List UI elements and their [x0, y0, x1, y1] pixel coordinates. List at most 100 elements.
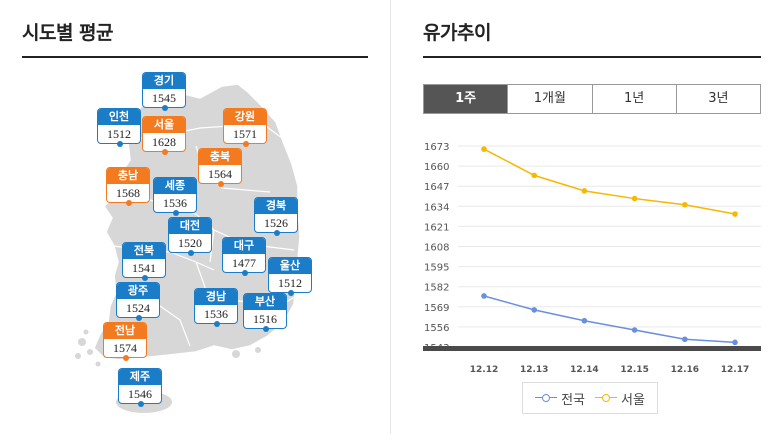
region-dot [162, 149, 168, 155]
region-value: 1628 [152, 135, 176, 149]
region-badge-daejeon[interactable]: 대전 1520 [168, 217, 212, 256]
x-tick-label: 12.17 [721, 365, 749, 375]
y-tick-label: 1634 [424, 202, 449, 213]
southwest-islands [75, 329, 101, 367]
region-badge-daegu[interactable]: 대구 1477 [222, 237, 266, 276]
region-name: 세종 [154, 178, 196, 194]
region-name: 울산 [269, 258, 311, 274]
region-value: 1536 [163, 196, 187, 210]
region-value: 1477 [232, 256, 256, 270]
region-value: 1526 [264, 216, 288, 230]
data-point-seoul [481, 146, 487, 152]
region-badge-sejong[interactable]: 세종 1536 [153, 177, 197, 216]
data-point-seoul [581, 188, 588, 194]
region-name: 충북 [199, 149, 241, 165]
region-name: 강원 [224, 109, 266, 125]
region-badge-gangwon[interactable]: 강원 1571 [223, 108, 267, 147]
tab-1-week[interactable]: 1주 [424, 85, 508, 113]
region-name: 대구 [223, 238, 265, 254]
region-name: 경기 [143, 73, 185, 89]
region-dot [243, 141, 249, 147]
x-tick-label: 12.13 [520, 365, 548, 375]
region-name: 광주 [117, 283, 159, 299]
region-badge-ulsan[interactable]: 울산 1512 [268, 257, 312, 296]
legend-seoul-label: 서울 [621, 392, 645, 408]
region-value: 1571 [233, 127, 257, 141]
region-dot [162, 105, 168, 111]
region-badge-chungbuk[interactable]: 충북 1564 [198, 148, 242, 187]
y-tick-label: 1621 [424, 222, 449, 233]
y-tick-label: 1647 [424, 182, 449, 193]
legend-national-icon [535, 393, 558, 403]
tab-1-year[interactable]: 1년 [591, 85, 676, 113]
data-point-seoul [682, 201, 688, 208]
region-value: 1520 [178, 236, 202, 250]
tab-1-month[interactable]: 1개월 [507, 85, 591, 113]
tab-3-years[interactable]: 3년 [675, 85, 760, 113]
region-badge-chungnam[interactable]: 충남 1568 [106, 167, 150, 206]
chart-panel-title: 유가추이 [423, 22, 491, 44]
y-tick-label: 1569 [424, 303, 449, 314]
region-dot [218, 181, 224, 187]
legend-national-label: 전국 [561, 392, 585, 408]
y-tick-label: 1556 [424, 323, 449, 334]
y-tick-label: 1582 [424, 283, 449, 294]
data-point-seoul [531, 172, 537, 179]
region-dot [142, 275, 148, 281]
region-badge-gwangju[interactable]: 광주 1524 [116, 282, 160, 321]
region-badge-gyeongbuk[interactable]: 경북 1526 [254, 197, 298, 236]
region-badge-gyeonggi[interactable]: 경기 1545 [142, 72, 186, 111]
region-badge-incheon[interactable]: 인천 1512 [97, 108, 141, 147]
region-value: 1545 [152, 91, 176, 105]
data-point-national [581, 317, 588, 324]
region-name: 인천 [98, 109, 140, 125]
region-dot [123, 355, 129, 361]
region-name: 경북 [255, 198, 297, 214]
map-title-rule [22, 56, 368, 58]
region-value: 1541 [132, 261, 156, 275]
region-name: 충남 [107, 168, 149, 184]
region-name: 서울 [143, 117, 185, 133]
y-tick-label: 1673 [424, 142, 449, 153]
region-dot [126, 200, 132, 206]
region-value: 1536 [204, 307, 228, 321]
data-point-national [682, 336, 688, 343]
region-value: 1564 [208, 167, 232, 181]
x-tick-label: 12.15 [620, 365, 648, 375]
period-tabs: 1주 1개월 1년 3년 [423, 84, 761, 114]
legend-item-national[interactable]: 전국 [535, 389, 585, 408]
region-dot [242, 270, 248, 276]
y-tick-label: 1595 [424, 263, 449, 274]
region-name: 부산 [244, 294, 286, 310]
series-line-national [483, 295, 736, 344]
region-badge-seoul[interactable]: 서울 1628 [142, 116, 186, 155]
x-tick-label: 12.12 [470, 365, 498, 375]
region-badge-jeonbuk[interactable]: 전북 1541 [122, 242, 166, 281]
data-point-national [732, 339, 738, 346]
y-tick-label: 1660 [424, 162, 449, 173]
region-badge-jeju[interactable]: 제주 1546 [118, 368, 162, 407]
region-value: 1524 [126, 301, 150, 315]
region-name: 대전 [169, 218, 211, 234]
x-tick-label: 12.14 [570, 365, 598, 375]
map-panel-title: 시도별 평균 [22, 22, 114, 44]
region-badge-busan[interactable]: 부산 1516 [243, 293, 287, 332]
data-point-seoul [732, 211, 738, 217]
region-badge-jeonnam[interactable]: 전남 1574 [103, 322, 147, 361]
region-badge-gyeongnam[interactable]: 경남 1536 [194, 288, 238, 327]
x-tick-label: 12.16 [671, 365, 699, 375]
region-name: 전북 [123, 243, 165, 259]
series-line-seoul [483, 148, 736, 215]
region-dot [188, 250, 194, 256]
panel-divider [390, 0, 391, 434]
data-point-national [531, 307, 537, 313]
region-dot [288, 290, 294, 296]
region-name: 전남 [104, 323, 146, 339]
legend-item-seoul[interactable]: 서울 [595, 389, 645, 408]
region-name: 제주 [119, 369, 161, 385]
region-value: 1546 [128, 387, 152, 401]
region-name: 경남 [195, 289, 237, 305]
chart-title-rule [423, 56, 761, 58]
region-value: 1512 [278, 276, 302, 290]
